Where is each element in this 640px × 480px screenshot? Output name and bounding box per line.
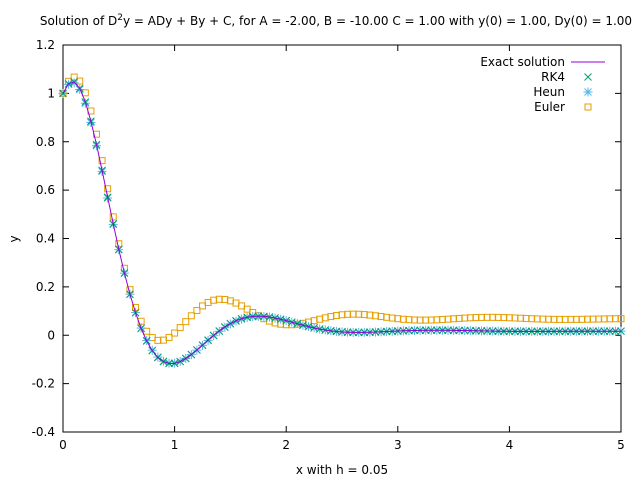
point-euler [182, 318, 190, 326]
y-tick-label: 0.8 [36, 135, 55, 149]
y-tick-label: -0.2 [32, 377, 55, 391]
y-tick-label: 0.4 [36, 232, 55, 246]
point-euler [98, 157, 106, 165]
x-tick-label: 1 [171, 438, 179, 452]
point-euler [176, 324, 184, 332]
series-euler [59, 73, 625, 344]
legend-label: Heun [533, 85, 565, 99]
x-tick-label: 0 [59, 438, 67, 452]
y-tick-label: 1 [47, 86, 55, 100]
legend-swatch [584, 73, 592, 81]
series-layer [58, 73, 626, 368]
chart-title: Solution of D2y = ADy + By + C, for A = … [40, 13, 632, 28]
series-line-exact-solution [62, 81, 621, 365]
chart-title-superscript: 2 [117, 13, 123, 23]
point-euler [617, 315, 625, 323]
legend-label: RK4 [541, 70, 565, 84]
legend-label: Euler [534, 100, 565, 114]
chart-title-prefix: Solution of D [40, 14, 117, 28]
x-tick-label: 4 [506, 438, 514, 452]
point-euler [109, 213, 117, 221]
axis-ticks: 0 1 2 3 4 5 -0.4 -0.2 0 0.2 0.4 0.6 0.8 1 1.2 [32, 38, 625, 452]
point-euler [104, 185, 112, 193]
point-euler [81, 89, 89, 97]
point-euler [187, 312, 195, 320]
legend-swatch [583, 87, 593, 97]
y-tick-label: 0 [47, 328, 55, 342]
y-tick-label: 0.2 [36, 280, 55, 294]
point-euler [193, 306, 201, 314]
x-axis-label: x with h = 0.05 [296, 463, 388, 477]
point-euler [171, 329, 179, 337]
y-tick-label: -0.4 [32, 425, 55, 439]
point-euler [76, 77, 84, 85]
x-tick-label: 3 [394, 438, 402, 452]
y-tick-label: 0.6 [36, 183, 55, 197]
y-axis-label: y [7, 235, 21, 242]
point-euler [92, 130, 100, 138]
x-tick-label: 2 [282, 438, 290, 452]
legend-swatch [584, 103, 592, 111]
point-euler [165, 333, 173, 341]
legend-label: Exact solution [480, 55, 565, 69]
x-tick-label: 5 [617, 438, 625, 452]
chart-title-suffix: y = ADy + By + C, for A = -2.00, B = -10… [123, 14, 632, 28]
y-tick-label: 1.2 [36, 38, 55, 52]
